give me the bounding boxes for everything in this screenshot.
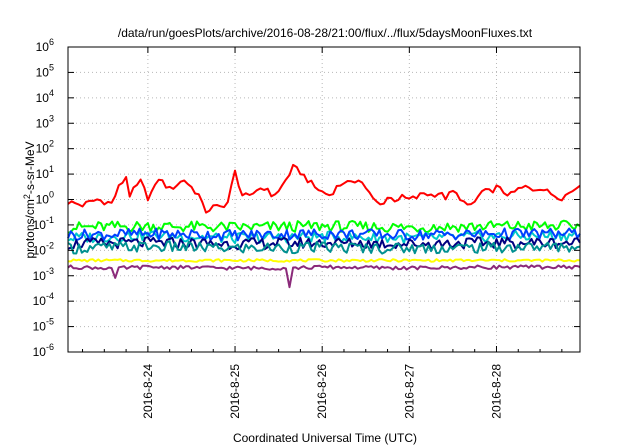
y-tick-label: 10-2 [33, 240, 54, 257]
series-line-7 [68, 258, 581, 263]
y-tick-label: 10-6 [33, 342, 54, 359]
y-tick-label: 105 [36, 62, 54, 79]
y-axis-ticks: 10-6 10-5 10-4 10-3 10-2 10-1 100 101 102 103 104 1… [33, 37, 580, 359]
y-tick-label: 100 [36, 190, 54, 207]
x-tick-label: 2016-8-25 [228, 364, 242, 419]
series-layer [67, 163, 581, 289]
x-axis-label: Coordinated Universal Time (UTC) [233, 431, 417, 445]
x-axis-ticks: 2016-8-24 2016-8-25 2016-8-26 2016-8-27 2016… [82, 47, 563, 419]
y-tick-label: 101 [36, 164, 54, 181]
series-line-1 [67, 163, 581, 214]
y-tick-label: 102 [36, 139, 54, 156]
y-tick-label: 103 [36, 113, 54, 130]
y-tick-label: 10-3 [33, 266, 54, 283]
y-tick-label: 106 [36, 37, 54, 54]
y-axis-label: protons/cm2-s-sr-MeV [22, 141, 37, 258]
x-tick-label: 2016-8-28 [489, 364, 503, 419]
chart-title: /data/run/goesPlots/archive/2016-08-28/2… [118, 26, 533, 40]
y-tick-label: 104 [36, 88, 54, 105]
series-line-8 [67, 264, 581, 289]
x-tick-label: 2016-8-27 [402, 364, 416, 419]
series-line-4 [67, 227, 581, 242]
series-line-6 [67, 240, 581, 255]
x-tick-label: 2016-8-26 [315, 364, 329, 419]
grid-layer [68, 47, 580, 352]
series-line-2 [67, 219, 581, 234]
x-tick-label: 2016-8-24 [141, 364, 155, 419]
y-tick-label: 10-1 [33, 215, 54, 232]
y-tick-label: 10-5 [33, 317, 54, 334]
y-tick-label: 10-4 [33, 291, 54, 308]
series-line-5 [67, 236, 581, 251]
